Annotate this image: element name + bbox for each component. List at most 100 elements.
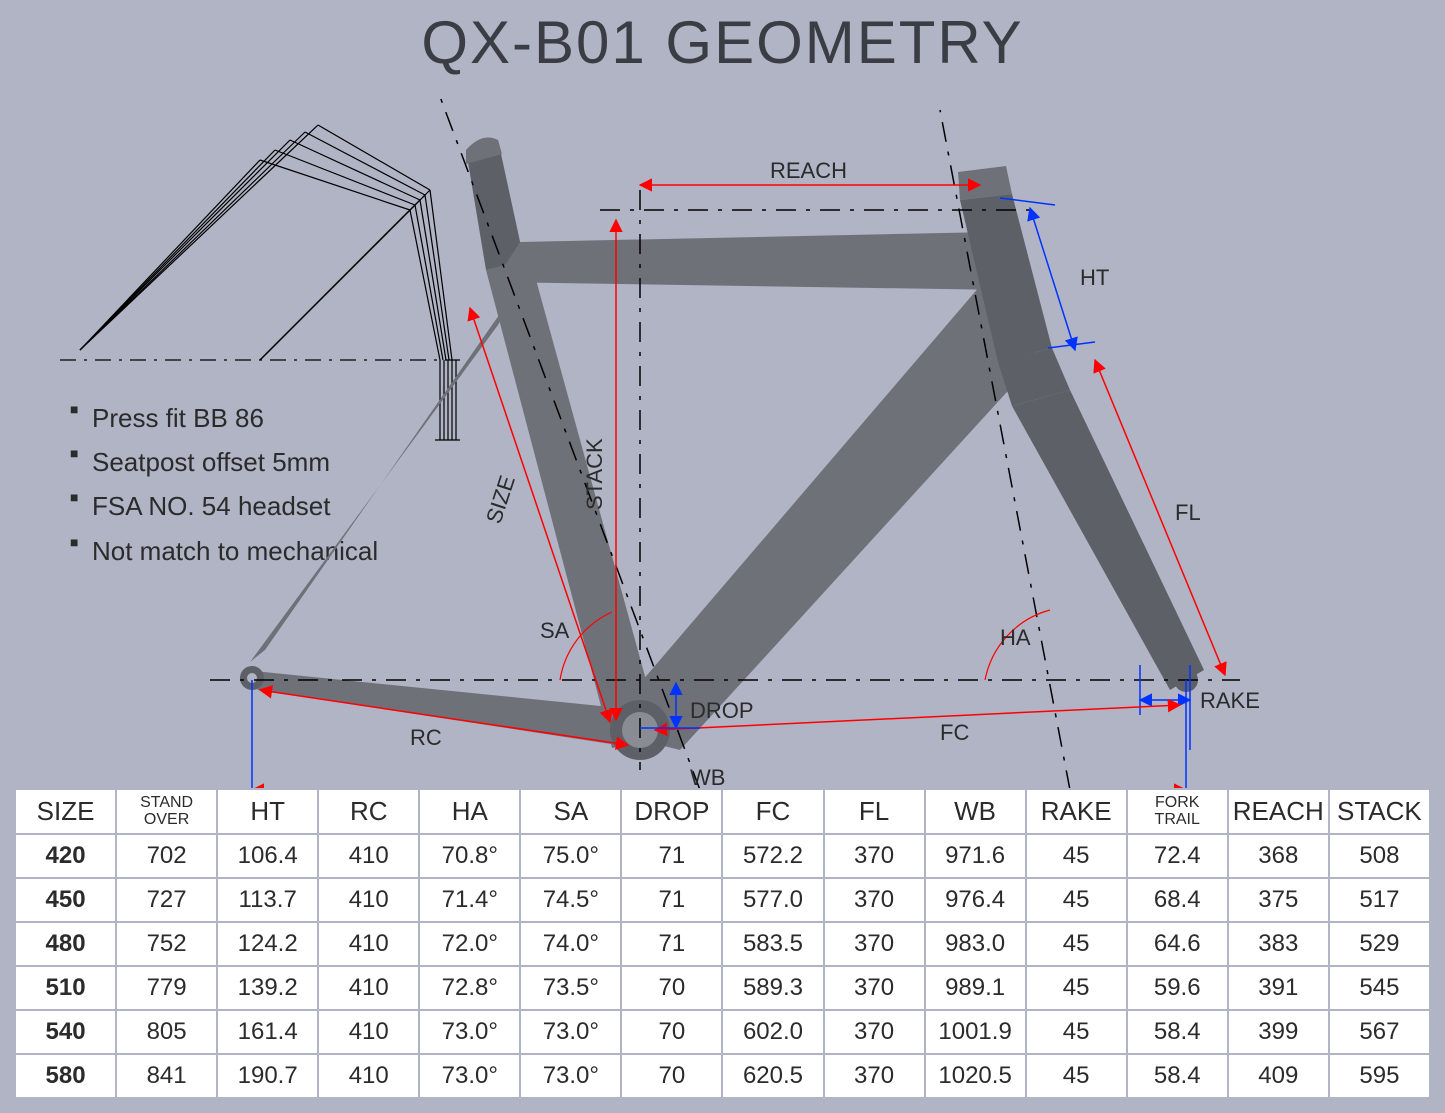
- cell-rake: 45: [1026, 1054, 1127, 1098]
- cell-stack: 529: [1329, 922, 1430, 966]
- cell-wb: 976.4: [925, 878, 1026, 922]
- cell-ht: 190.7: [217, 1054, 318, 1098]
- cell-rake: 45: [1026, 922, 1127, 966]
- cell-size: 450: [15, 878, 116, 922]
- page-title: QX-B01 GEOMETRY: [0, 8, 1445, 77]
- cell-wb: 983.0: [925, 922, 1026, 966]
- bike-frame: [240, 138, 1204, 760]
- cell-ha: 72.0°: [419, 922, 520, 966]
- cell-ht: 161.4: [217, 1010, 318, 1054]
- cell-rc: 410: [318, 878, 419, 922]
- table-row: 540805161.441073.0°73.0°70602.03701001.9…: [15, 1010, 1430, 1054]
- cell-drop: 70: [621, 966, 722, 1010]
- cell-size: 480: [15, 922, 116, 966]
- col-rake: RAKE: [1026, 789, 1127, 834]
- cell-rc: 410: [318, 966, 419, 1010]
- cell-ha: 70.8°: [419, 834, 520, 878]
- table-header-row: SIZE STANDOVER HT RC HA SA DROP FC FL WB…: [15, 789, 1430, 834]
- cell-sa: 75.0°: [520, 834, 621, 878]
- cell-rake: 45: [1026, 834, 1127, 878]
- cell-fc: 589.3: [722, 966, 823, 1010]
- cell-rake: 45: [1026, 878, 1127, 922]
- col-reach: REACH: [1228, 789, 1329, 834]
- cell-wb: 989.1: [925, 966, 1026, 1010]
- col-size: SIZE: [15, 789, 116, 834]
- cell-forktrail: 58.4: [1127, 1010, 1228, 1054]
- cell-forktrail: 58.4: [1127, 1054, 1228, 1098]
- cell-reach: 383: [1228, 922, 1329, 966]
- cell-size: 580: [15, 1054, 116, 1098]
- table-row: 480752124.241072.0°74.0°71583.5370983.04…: [15, 922, 1430, 966]
- cell-size: 510: [15, 966, 116, 1010]
- cell-wb: 971.6: [925, 834, 1026, 878]
- cell-ha: 73.0°: [419, 1054, 520, 1098]
- cell-standover: 727: [116, 878, 217, 922]
- cell-reach: 409: [1228, 1054, 1329, 1098]
- cell-fc: 583.5: [722, 922, 823, 966]
- page: QX-B01 GEOMETRY Press fit BB 86 Seatpost…: [0, 0, 1445, 1113]
- label-drop: DROP: [690, 698, 754, 723]
- cell-fc: 602.0: [722, 1010, 823, 1054]
- cell-wb: 1020.5: [925, 1054, 1026, 1098]
- cell-fl: 370: [824, 878, 925, 922]
- cell-fc: 620.5: [722, 1054, 823, 1098]
- table-row: 580841190.741073.0°73.0°70620.53701020.5…: [15, 1054, 1430, 1098]
- cell-standover: 841: [116, 1054, 217, 1098]
- table-row: 450727113.741071.4°74.5°71577.0370976.44…: [15, 878, 1430, 922]
- cell-fc: 577.0: [722, 878, 823, 922]
- cell-stack: 545: [1329, 966, 1430, 1010]
- cell-drop: 71: [621, 834, 722, 878]
- label-wb: WB: [690, 765, 725, 790]
- cell-reach: 399: [1228, 1010, 1329, 1054]
- label-reach: REACH: [770, 158, 847, 183]
- cell-drop: 71: [621, 878, 722, 922]
- label-rc: RC: [410, 725, 442, 750]
- col-ht: HT: [217, 789, 318, 834]
- cell-standover: 779: [116, 966, 217, 1010]
- cell-forktrail: 72.4: [1127, 834, 1228, 878]
- cell-fl: 370: [824, 834, 925, 878]
- cell-stack: 508: [1329, 834, 1430, 878]
- col-fc: FC: [722, 789, 823, 834]
- cell-sa: 73.0°: [520, 1054, 621, 1098]
- table-row: 420702106.441070.8°75.0°71572.2370971.64…: [15, 834, 1430, 878]
- cell-reach: 368: [1228, 834, 1329, 878]
- cell-fc: 572.2: [722, 834, 823, 878]
- cell-ht: 124.2: [217, 922, 318, 966]
- cell-forktrail: 59.6: [1127, 966, 1228, 1010]
- table-row: 510779139.241072.8°73.5°70589.3370989.14…: [15, 966, 1430, 1010]
- cell-ht: 113.7: [217, 878, 318, 922]
- cell-wb: 1001.9: [925, 1010, 1026, 1054]
- cell-ht: 139.2: [217, 966, 318, 1010]
- cell-rc: 410: [318, 922, 419, 966]
- cell-rc: 410: [318, 1010, 419, 1054]
- col-stack: STACK: [1329, 789, 1430, 834]
- label-ht: HT: [1080, 265, 1109, 290]
- cell-rake: 45: [1026, 966, 1127, 1010]
- cell-ha: 71.4°: [419, 878, 520, 922]
- col-standover: STANDOVER: [116, 789, 217, 834]
- col-rc: RC: [318, 789, 419, 834]
- cell-rake: 45: [1026, 1010, 1127, 1054]
- cell-ha: 72.8°: [419, 966, 520, 1010]
- cell-fl: 370: [824, 966, 925, 1010]
- cell-rc: 410: [318, 834, 419, 878]
- cell-reach: 375: [1228, 878, 1329, 922]
- label-stack: STACK: [582, 438, 607, 510]
- label-sa: SA: [540, 618, 570, 643]
- geometry-diagram: REACH HT FL HA RAKE FC WB DROP RC: [0, 90, 1445, 820]
- cell-standover: 805: [116, 1010, 217, 1054]
- label-fc: FC: [940, 720, 969, 745]
- label-fl: FL: [1175, 500, 1201, 525]
- cell-drop: 70: [621, 1054, 722, 1098]
- cell-stack: 517: [1329, 878, 1430, 922]
- cell-drop: 70: [621, 1010, 722, 1054]
- label-ha: HA: [1000, 625, 1031, 650]
- col-ha: HA: [419, 789, 520, 834]
- geometry-table: SIZE STANDOVER HT RC HA SA DROP FC FL WB…: [14, 788, 1431, 1099]
- cell-forktrail: 64.6: [1127, 922, 1228, 966]
- cell-stack: 567: [1329, 1010, 1430, 1054]
- cell-rc: 410: [318, 1054, 419, 1098]
- cell-stack: 595: [1329, 1054, 1430, 1098]
- label-rake: RAKE: [1200, 688, 1260, 713]
